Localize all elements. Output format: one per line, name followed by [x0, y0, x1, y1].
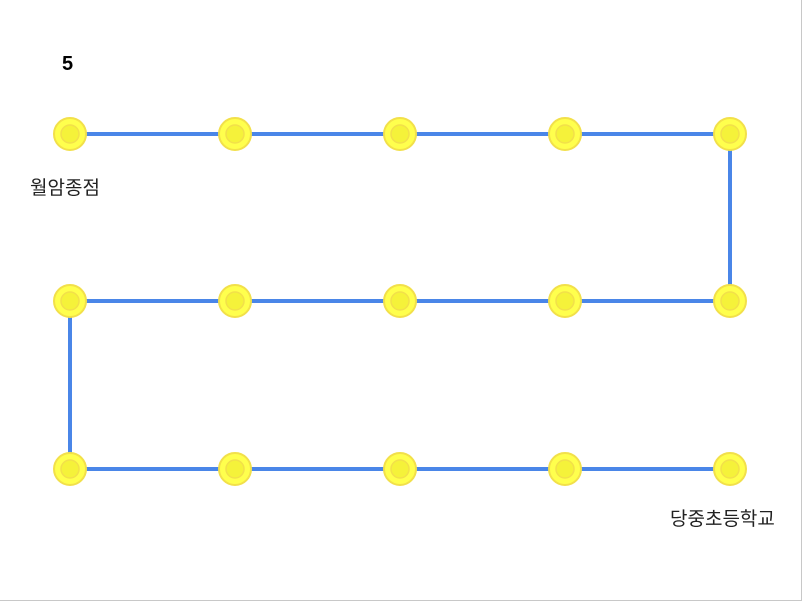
- stop-inner-ring: [555, 459, 575, 479]
- stop-marker: [713, 452, 747, 486]
- stop-inner-ring: [60, 291, 80, 311]
- route-line: [68, 132, 732, 471]
- start-stop-label: 월암종점: [30, 177, 100, 199]
- stop-marker: [548, 117, 582, 151]
- route-number: 5: [62, 53, 74, 75]
- stop-inner-ring: [720, 459, 740, 479]
- stop-marker: [218, 284, 252, 318]
- stop-inner-ring: [720, 124, 740, 144]
- stop-marker: [383, 117, 417, 151]
- stop-marker: [218, 452, 252, 486]
- stop-inner-ring: [60, 124, 80, 144]
- stop-inner-ring: [225, 291, 245, 311]
- stop-marker: [53, 452, 87, 486]
- stop-marker: [548, 452, 582, 486]
- stop-inner-ring: [60, 459, 80, 479]
- stop-inner-ring: [720, 291, 740, 311]
- stop-marker: [713, 284, 747, 318]
- stop-marker: [548, 284, 582, 318]
- stop-marker: [383, 284, 417, 318]
- stop-inner-ring: [225, 124, 245, 144]
- stop-marker: [713, 117, 747, 151]
- stop-marker: [53, 284, 87, 318]
- stop-marker: [218, 117, 252, 151]
- stop-marker: [53, 117, 87, 151]
- stop-inner-ring: [390, 124, 410, 144]
- route-stops: [53, 117, 747, 486]
- stop-inner-ring: [225, 459, 245, 479]
- stop-inner-ring: [390, 291, 410, 311]
- stop-inner-ring: [555, 124, 575, 144]
- stop-inner-ring: [390, 459, 410, 479]
- stop-marker: [383, 452, 417, 486]
- end-stop-label: 당중초등학교: [670, 508, 775, 530]
- stop-inner-ring: [555, 291, 575, 311]
